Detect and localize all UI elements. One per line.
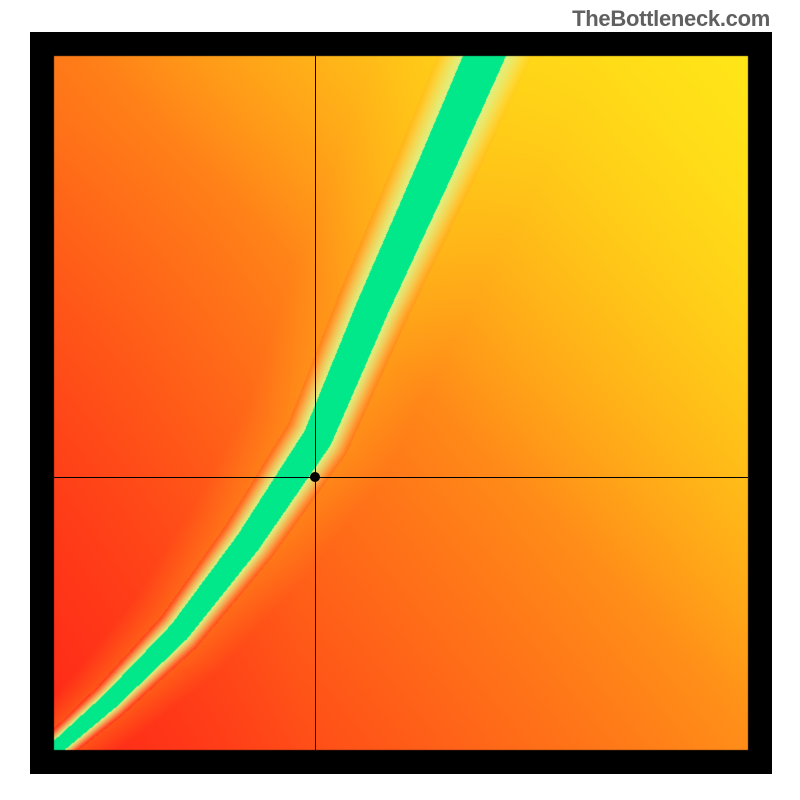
crosshair-vertical (315, 56, 316, 750)
watermark-text: TheBottleneck.com (572, 6, 770, 32)
heatmap-canvas (30, 32, 772, 774)
plot-outer-frame (30, 32, 772, 774)
crosshair-marker-dot (310, 472, 320, 482)
crosshair-horizontal (54, 477, 748, 478)
